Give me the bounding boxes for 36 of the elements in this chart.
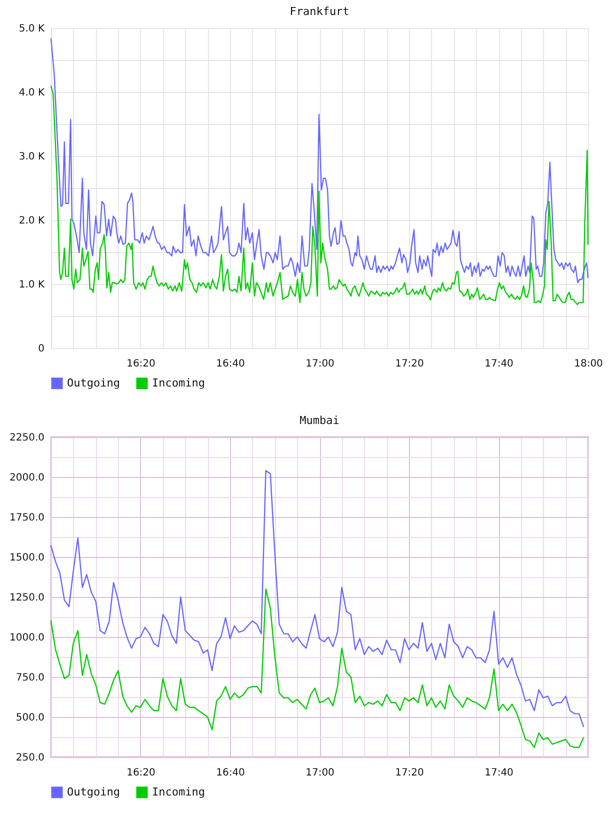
x-tick-label: 17:20	[395, 358, 424, 370]
y-tick-label: 5.0 K	[18, 24, 45, 34]
x-tick-label: 16:20	[126, 768, 156, 778]
y-tick-label: 1750.0	[10, 512, 44, 524]
legend-label: Outgoing	[67, 376, 120, 390]
line-series	[50, 38, 589, 284]
x-tick-label: 17:00	[306, 358, 334, 370]
x-tick-label: 16:40	[216, 358, 245, 370]
y-tick-label: 1500.0	[10, 552, 44, 564]
x-tick-label: 18:00	[574, 358, 603, 370]
y-tick-label: 3.0 K	[18, 152, 45, 162]
x-tick-label: 17:20	[395, 768, 424, 778]
x-tick-label: 17:40	[484, 358, 514, 370]
legend-label: Incoming	[152, 785, 205, 798]
y-tick-label: 500.0	[16, 712, 44, 724]
legend-label: Incoming	[152, 376, 205, 390]
x-tick-label: 17:40	[484, 768, 514, 778]
y-tick-label: 2.0 K	[18, 216, 45, 226]
y-tick-label: 0	[38, 344, 44, 354]
line-series	[50, 470, 584, 728]
legend-label: Outgoing	[67, 785, 120, 798]
chart-title: Mumbai	[300, 414, 340, 427]
y-tick-label: 750.0	[16, 672, 44, 684]
y-tick-label: 1000.0	[10, 632, 44, 644]
x-tick-label: 16:20	[126, 358, 156, 370]
line-series	[50, 588, 584, 748]
y-tick-label: 1.0 K	[18, 280, 45, 290]
y-tick-label: 2250.0	[10, 432, 44, 444]
x-tick-label: 17:00	[306, 768, 334, 778]
x-tick-label: 16:40	[216, 768, 245, 778]
y-tick-label: 2000.0	[10, 472, 44, 484]
y-tick-label: 250.0	[16, 752, 44, 764]
y-tick-label: 4.0 K	[18, 88, 45, 98]
line-series	[50, 86, 589, 306]
chart-title: Frankfurt	[290, 5, 350, 18]
y-tick-label: 1250.0	[10, 592, 44, 604]
